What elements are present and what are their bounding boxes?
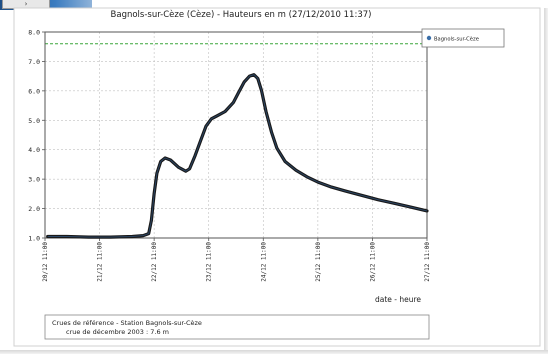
x-axis: 20/12 11:00 21/12 11:00 22/12 11:00 23/12 1… [42, 238, 431, 282]
series-line-highlight-0 [47, 74, 428, 238]
x-tick-label-4: 24/12 11:00 [260, 242, 267, 282]
x-tick-label-7: 27/12 11:00 [424, 242, 431, 282]
x-tick-label-5: 25/12 11:00 [315, 242, 322, 282]
reference-info-box: Crues de référence - Station Bagnols-sur… [44, 314, 430, 340]
x-tick-label-6: 26/12 11:00 [369, 242, 376, 282]
reference-box-line1: Crues de référence - Station Bagnols-sur… [52, 319, 202, 327]
y-tick-label-3: 4.0 [28, 146, 40, 154]
y-tick-label-0: 1.0 [28, 235, 40, 243]
chart-title: Bagnols-sur-Cèze (Cèze) - Hauteurs en m … [111, 9, 372, 20]
y-tick-label-4: 5.0 [28, 117, 40, 125]
y-tick-label-6: 7.0 [28, 58, 40, 66]
legend-box [421, 28, 505, 48]
reference-box-line2: crue de décembre 2003 : 7.6 m [66, 328, 169, 336]
page-shadow-right [544, 8, 548, 354]
x-tick-label-1: 21/12 11:00 [97, 242, 104, 282]
x-axis-label: date - heure [375, 295, 421, 304]
x-tick-label-3: 23/12 11:00 [206, 242, 213, 282]
data-series [46, 73, 429, 239]
legend: Bagnols-sur-Cèze [421, 28, 505, 48]
y-tick-label-7: 8.0 [28, 29, 40, 37]
legend-label: Bagnols-sur-Cèze [434, 36, 479, 43]
reference-box-frame [44, 314, 430, 340]
chart-frame [13, 7, 541, 347]
y-tick-label-2: 3.0 [28, 176, 40, 184]
y-tick-label-5: 6.0 [28, 87, 40, 95]
page-shadow-bottom [0, 350, 548, 354]
legend-marker [426, 35, 432, 41]
x-tick-label-0: 20/12 11:00 [42, 242, 49, 282]
plot-area [44, 31, 428, 239]
y-tick-label-1: 2.0 [28, 205, 40, 213]
x-tick-label-2: 22/12 11:00 [151, 242, 158, 282]
